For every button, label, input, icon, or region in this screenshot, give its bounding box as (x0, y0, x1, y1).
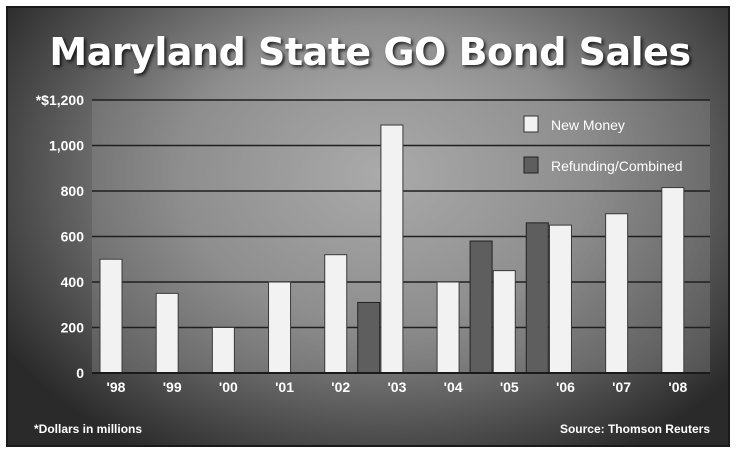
bars (99, 124, 685, 374)
legend: New Money Refunding/Combined (523, 115, 683, 174)
bar-refunding (469, 240, 493, 374)
bar-new-money (436, 281, 460, 374)
x-tick-label: '01 (275, 379, 294, 395)
bar-new-money (268, 281, 292, 374)
y-tick-label: 400 (61, 274, 85, 290)
x-tick-label: '99 (163, 379, 182, 395)
y-tick-label: 800 (61, 183, 85, 199)
chart-title: Maryland State GO Bond Sales (49, 30, 691, 74)
bar-new-money (380, 124, 404, 374)
x-tick-label: '05 (500, 379, 519, 395)
x-tick-label: '07 (612, 379, 631, 395)
bar-new-money (324, 254, 348, 374)
x-tick-label: '98 (107, 379, 126, 395)
bar-refunding (525, 222, 549, 374)
y-tick-label: 1,000 (49, 138, 84, 154)
bar-new-money (155, 292, 179, 374)
x-tick-label: '04 (444, 379, 463, 395)
legend-swatch-new-money (523, 115, 539, 133)
x-tick-label: '02 (331, 379, 350, 395)
x-tick-label: '00 (219, 379, 238, 395)
footnote: *Dollars in millions (34, 422, 143, 436)
y-tick-label: 200 (61, 320, 85, 336)
bar-new-money (548, 224, 572, 374)
bar-new-money (99, 258, 123, 374)
x-tick-label: '08 (668, 379, 687, 395)
bar-refunding (357, 301, 381, 374)
y-tick-label: 0 (76, 365, 84, 381)
legend-label-refunding: Refunding/Combined (551, 158, 683, 174)
bar-new-money (492, 270, 516, 374)
bar-new-money (605, 213, 629, 374)
bar-new-money (211, 327, 235, 374)
legend-label-new-money: New Money (551, 117, 625, 133)
source-note: Source: Thomson Reuters (559, 422, 710, 436)
y-axis-ticks: 0 200 400 600 800 1,000 *$1,200 (36, 92, 84, 381)
x-tick-label: '06 (556, 379, 575, 395)
x-tick-label: '03 (387, 379, 406, 395)
legend-swatch-refunding (523, 156, 539, 174)
y-tick-label: *$1,200 (36, 92, 84, 108)
x-axis-ticks: '98 '99 '00 '01 '02 '03 '04 '05 '06 '07 '08 (107, 379, 688, 395)
bar-new-money (661, 187, 685, 374)
y-tick-label: 600 (61, 229, 85, 245)
